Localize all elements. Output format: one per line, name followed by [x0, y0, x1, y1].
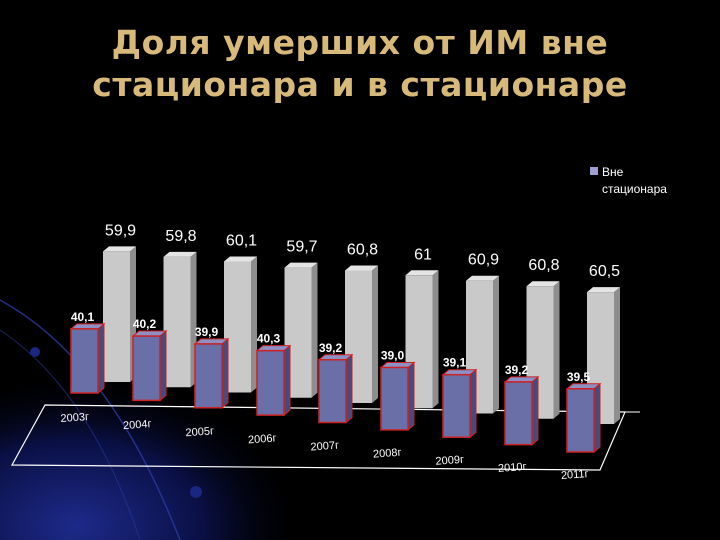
bar-front-front [318, 359, 347, 424]
decorative-arc [0, 329, 141, 540]
bar-front-side [469, 368, 477, 439]
bar-front-front [132, 335, 161, 402]
bar-back-side [614, 287, 620, 424]
bar-back-side [432, 270, 439, 409]
data-label-front: 40,2 [133, 317, 157, 331]
bar-front-side [97, 322, 105, 395]
bar-back-top [587, 287, 620, 293]
bar-front-side [593, 382, 601, 454]
bar-front: 39,9 2005г [185, 325, 230, 439]
chart-floor [10, 404, 640, 471]
decorative-dot [30, 347, 40, 357]
data-label-front: 40,1 [71, 310, 95, 324]
x-tick-label: 2008г [373, 447, 402, 461]
x-tick-label: 2011г [561, 468, 589, 482]
bar-back-top [526, 281, 560, 287]
bar-back-side [251, 256, 257, 393]
bar-front-top [379, 361, 416, 368]
bar-front-side [407, 361, 415, 431]
bar-front-front [566, 388, 595, 453]
bar-front-top [317, 354, 354, 361]
bar-front-front [194, 343, 223, 409]
bar-back-top [103, 246, 136, 252]
title-line-2: стационара и в стационаре [92, 65, 628, 104]
data-label-front: 39,1 [443, 356, 467, 370]
data-label-front: 39,2 [319, 341, 343, 355]
data-label-front: 39,2 [505, 363, 529, 377]
bar-front-side [283, 344, 291, 417]
data-label-back: 59,7 [286, 239, 317, 256]
legend-label-line2: стационара [602, 182, 667, 196]
decorative-dot [190, 486, 202, 498]
bar-back-top [163, 251, 197, 257]
bar-front: 40,2 2004г [123, 317, 168, 432]
bar-back-side [311, 262, 318, 398]
bar-back-side [372, 265, 378, 403]
data-label-back: 60,1 [226, 232, 257, 249]
data-label-back: 61 [414, 246, 432, 263]
legend-swatch [590, 167, 598, 175]
bar-back-top [284, 262, 318, 268]
bar-front-top [193, 338, 230, 345]
bar-front-front [504, 381, 533, 446]
bar-back: 60,5 [587, 263, 620, 424]
bar-back-top [466, 275, 499, 281]
bar-back: 60,9 [466, 252, 499, 414]
data-label-front: 39,5 [567, 370, 591, 384]
x-tick-label: 2007г [310, 440, 339, 454]
bar-back: 60,1 [224, 232, 257, 393]
bar-back-top [224, 256, 257, 262]
title-line-1: Доля умерших от ИМ вне [111, 23, 609, 62]
x-tick-label: 2009г [435, 454, 464, 468]
chart-legend: Вне стационара [590, 165, 667, 196]
data-label-back: 60,5 [589, 263, 620, 280]
bar-front: 39,1 2009г [435, 356, 478, 468]
bar-back-front [103, 251, 130, 382]
bar-back: 59,8 [163, 228, 197, 388]
x-tick-label: 2006г [248, 432, 277, 446]
bar-back-top [405, 270, 439, 276]
bar-front-front [442, 373, 471, 439]
bar-front: 39,5 2011г [561, 370, 602, 482]
bar-front: 39,2 2010г [498, 363, 540, 475]
bar-front: 40,3 2006г [248, 332, 292, 446]
bar-front-side [531, 375, 539, 446]
bar-front-side [345, 353, 353, 424]
floor-outline [10, 404, 626, 471]
bar-front-front [70, 328, 99, 394]
bar-back: 59,7 [284, 239, 318, 398]
x-tick-label: 2010г [498, 461, 527, 475]
bar-back-top [345, 265, 378, 271]
bar-front-front [380, 366, 409, 431]
chart-bars: 59,9 59,8 60,1 59,7 60,8 61 60,9 60,8 60,5 40,1 20… [60, 222, 620, 482]
bar-back: 59,9 [103, 222, 136, 382]
bar-back-front [163, 256, 191, 388]
bar-front-top [565, 383, 602, 390]
bar-front-top [131, 330, 168, 337]
x-tick-label: 2004г [123, 418, 152, 432]
slide-title: Доля умерших от ИМ вне стационара и в ст… [0, 22, 720, 106]
bar-back-side [493, 275, 499, 414]
data-label-back: 60,8 [528, 257, 559, 274]
data-label-back: 59,9 [105, 222, 136, 239]
data-label-front: 40,3 [257, 332, 281, 346]
data-label-back: 60,8 [347, 241, 378, 258]
bar-front: 39,2 2007г [310, 341, 354, 454]
legend-label-line1: Вне [602, 165, 624, 179]
data-label-front: 39,0 [381, 348, 405, 362]
bar-front: 39,0 2008г [373, 348, 416, 461]
data-label-back: 60,9 [468, 252, 499, 269]
bar-front-side [159, 329, 167, 402]
x-tick-label: 2005г [185, 425, 214, 439]
bar-front: 40,1 2003г [60, 310, 106, 425]
bar-front-side [221, 337, 229, 409]
data-label-front: 39,9 [195, 325, 219, 339]
bar-front-front [256, 349, 285, 416]
bar-front-top [503, 376, 540, 383]
bar-back-side [553, 281, 560, 419]
x-tick-label: 2003г [60, 411, 89, 425]
data-label-back: 59,8 [165, 228, 196, 245]
